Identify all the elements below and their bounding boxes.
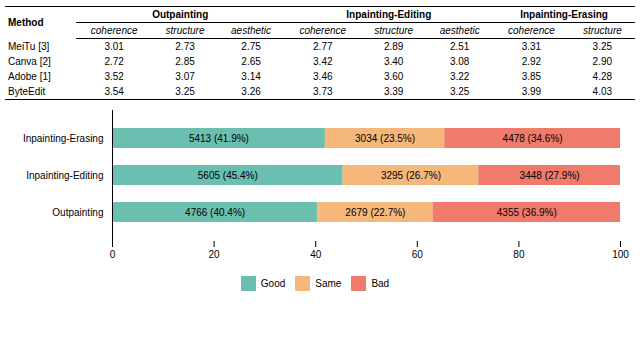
svg-text:4355 (36.9%): 4355 (36.9%) [497,207,557,218]
html-text:4.03: 4.03 [592,86,613,97]
html-text:3.85: 3.85 [521,71,542,82]
html-text:Canva [2]: Canva [2] [8,56,51,67]
html-text:3.40: 3.40 [383,56,404,67]
svg-text:0: 0 [110,249,116,260]
html-text:2.92: 2.92 [521,56,542,67]
html-text:Method: Method [8,17,44,29]
svg-text:40: 40 [310,249,322,260]
html-text:3.60: 3.60 [383,71,404,82]
html-text:3.25: 3.25 [175,86,195,97]
html-text:Inpainting-Erasing: Inpainting-Erasing [520,9,608,20]
html-text:3.14: 3.14 [241,71,261,82]
svg-text:4766 (40.4%): 4766 (40.4%) [185,207,245,218]
html-text:4.28: 4.28 [592,71,613,82]
svg-text:3295 (26.7%): 3295 (26.7%) [381,170,441,181]
svg-text:4478 (34.6%): 4478 (34.6%) [503,133,563,144]
html-text:2.51: 2.51 [450,41,470,52]
svg-text:60: 60 [412,249,424,260]
html-text:3.54: 3.54 [104,86,124,97]
html-text:3.46: 3.46 [313,71,333,82]
svg-text:Inpainting-Editing: Inpainting-Editing [26,170,103,181]
html-text:coherence: coherence [299,25,347,36]
html-text:Inpainting-Editing: Inpainting-Editing [346,9,432,20]
html-text:2.89: 2.89 [383,41,404,52]
svg-text:5413 (41.9%): 5413 (41.9%) [189,133,249,144]
html-text:2.73: 2.73 [175,41,195,52]
html-text:2.75: 2.75 [241,41,261,52]
html-text:Good: Good [260,278,286,289]
html-text:3.31: 3.31 [521,41,542,52]
html-text:2.85: 2.85 [175,56,195,67]
html-text:2.65: 2.65 [241,56,261,67]
html-text:3.99: 3.99 [521,86,542,97]
html-text:3.08: 3.08 [450,56,470,67]
svg-text:20: 20 [209,249,221,260]
html-text:3.26: 3.26 [241,86,261,97]
html-text:2.77: 2.77 [313,41,333,52]
html-text:3.39: 3.39 [383,86,404,97]
html-text:2.90: 2.90 [592,56,613,67]
html-text:aesthetic: aesthetic [231,25,272,36]
html-text:3.42: 3.42 [313,56,333,67]
svg-text:100: 100 [612,249,629,260]
html-text:3.73: 3.73 [313,86,333,97]
html-text:MeiTu [3]: MeiTu [3] [8,40,50,52]
html-text:structure: structure [374,25,414,36]
html-text:3.52: 3.52 [104,71,124,82]
html-text:3.01: 3.01 [104,41,124,52]
html-text:3.07: 3.07 [175,71,195,82]
svg-text:Inpainting-Erasing: Inpainting-Erasing [23,133,104,144]
html-text:2.72: 2.72 [104,56,124,67]
svg-text:3448 (27.9%): 3448 (27.9%) [520,170,580,181]
html-text:Bad: Bad [371,278,390,289]
html-text:structure: structure [582,25,622,36]
html-text:3.22: 3.22 [450,71,470,82]
svg-text:Outpainting: Outpainting [52,207,103,218]
svg-text:5605 (45.4%): 5605 (45.4%) [198,170,258,181]
html-text:Same: Same [315,278,342,289]
html-text:aesthetic: aesthetic [439,25,480,36]
html-text:Adobe [1]: Adobe [1] [8,71,51,82]
html-text:3.25: 3.25 [592,41,613,52]
svg-text:80: 80 [513,249,525,260]
html-text:3.25: 3.25 [450,86,470,97]
svg-text:3034 (23.5%): 3034 (23.5%) [355,133,415,144]
html-text:Outpainting: Outpainting [152,9,209,20]
html-text:ByteEdit: ByteEdit [8,86,46,97]
html-text:coherence: coherence [90,25,138,36]
html-text:structure: structure [165,25,205,36]
html-text:coherence: coherence [508,25,555,36]
svg-text:2679 (22.7%): 2679 (22.7%) [345,207,405,218]
